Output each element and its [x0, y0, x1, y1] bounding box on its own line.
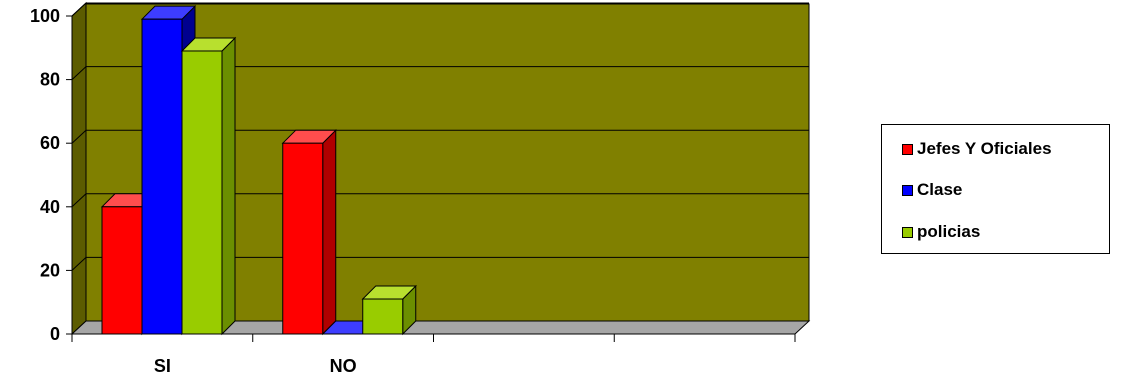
legend-swatch	[902, 143, 913, 155]
y-tick-label: 100	[30, 6, 60, 26]
legend: Jefes Y Oficiales Clase policias	[881, 124, 1110, 254]
legend-label: Clase	[917, 180, 963, 199]
y-axis-ticks: 0 20 40 60 80 100	[30, 6, 72, 344]
gridline	[71, 257, 87, 271]
bar-front	[362, 298, 404, 335]
bar-front	[181, 50, 223, 335]
legend-label: Jefes Y Oficiales	[917, 139, 1052, 158]
bars	[100, 4, 417, 336]
legend-item-policias: policias	[902, 222, 980, 242]
bar-side	[322, 128, 337, 336]
y-tick-label: 20	[40, 260, 60, 280]
x-category-label: NO	[330, 356, 357, 376]
x-axis-categories: SI NO	[71, 334, 796, 376]
legend-item-jefes-y-oficiales: Jefes Y Oficiales	[902, 139, 1052, 159]
legend-swatch	[902, 184, 913, 196]
bar-front	[141, 18, 183, 335]
legend-label: policias	[917, 222, 981, 241]
bar-front	[101, 206, 143, 335]
x-category-label: SI	[154, 356, 171, 376]
gridline	[71, 66, 87, 80]
gridline	[71, 2, 87, 17]
bar	[361, 284, 417, 336]
y-tick-label: 40	[40, 197, 60, 217]
side-wall	[71, 1, 87, 336]
bar-side	[221, 36, 236, 336]
y-tick-label: 60	[40, 133, 60, 153]
y-tick-label: 0	[50, 324, 60, 344]
bar	[281, 128, 337, 336]
y-tick-label: 80	[40, 70, 60, 90]
gridline	[71, 129, 87, 144]
legend-swatch	[902, 226, 913, 238]
bar-front	[282, 142, 324, 335]
gridline	[71, 193, 87, 208]
bar	[180, 36, 237, 336]
legend-item-clase: Clase	[902, 180, 962, 200]
